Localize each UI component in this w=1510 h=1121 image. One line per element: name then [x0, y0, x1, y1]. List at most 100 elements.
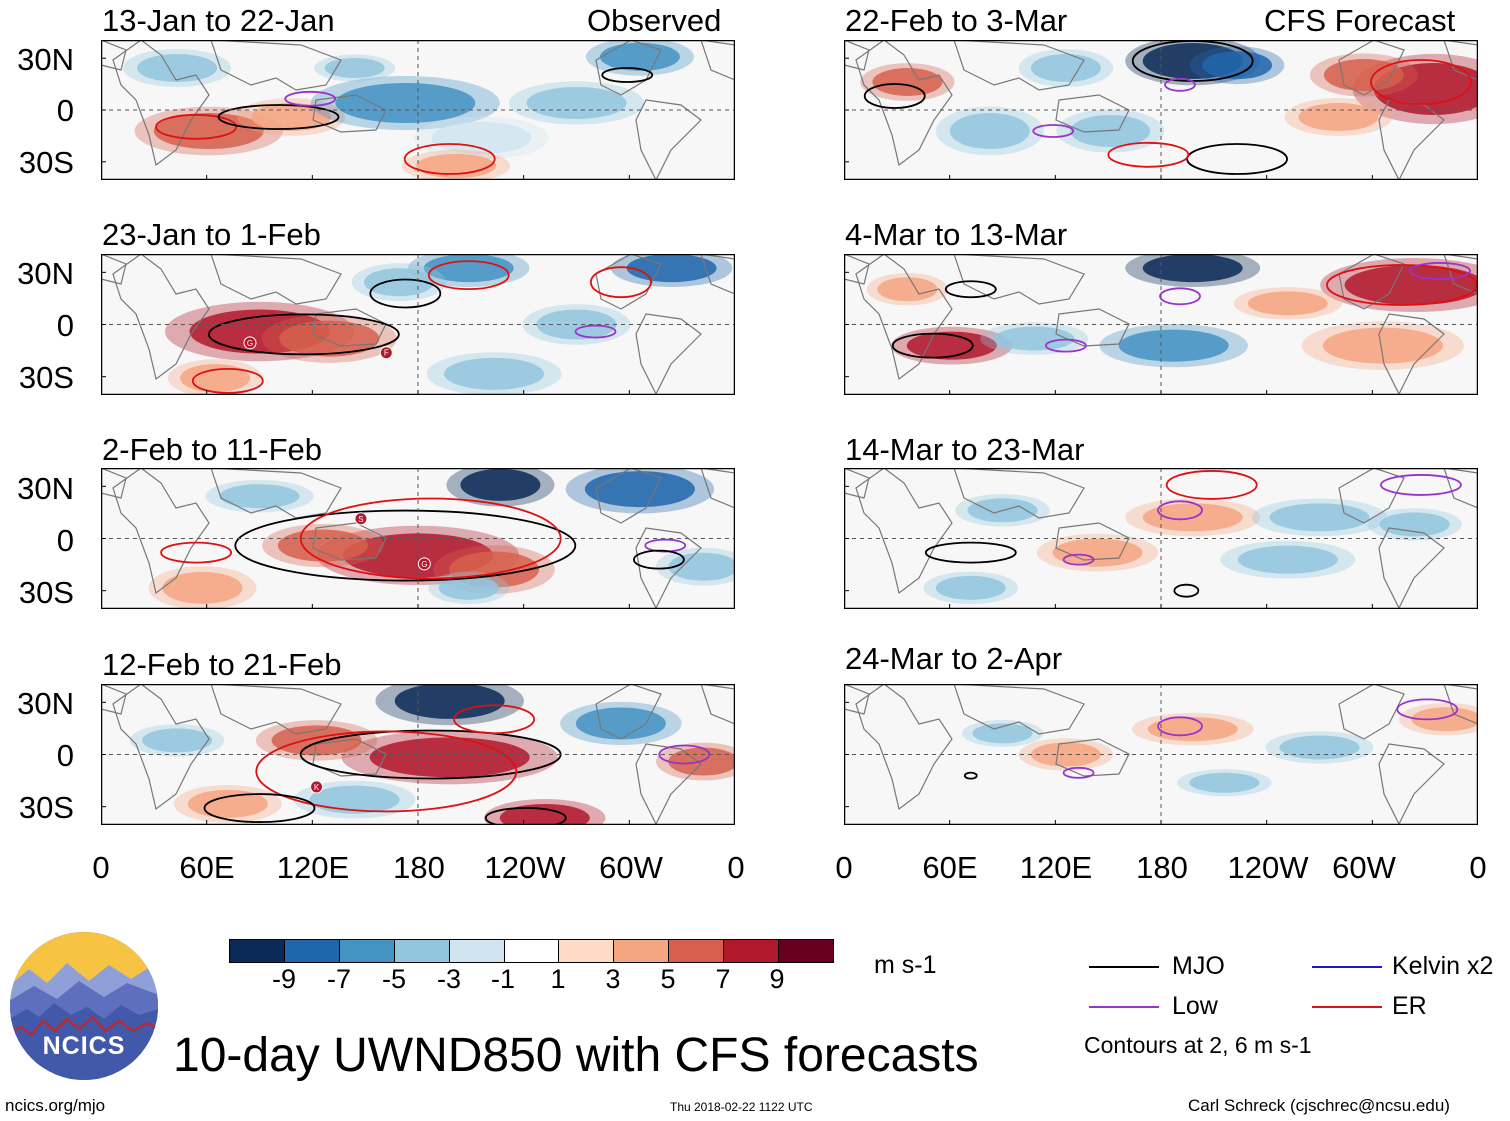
mjo-contour	[484, 807, 567, 825]
coastline	[635, 99, 702, 180]
coastline	[855, 468, 953, 595]
colorbar-label: -1	[490, 964, 515, 994]
lon-label-0: 0	[92, 850, 110, 885]
colorbar-label: -5	[381, 964, 406, 994]
anomaly-blob	[1233, 287, 1342, 320]
colorbar-label: -7	[326, 964, 351, 994]
colorbar-label: 1	[550, 964, 566, 994]
coastline	[953, 684, 1085, 735]
lat-label-0: 0	[56, 308, 74, 343]
colorbar-swatch	[613, 940, 669, 962]
anomaly-blob	[167, 359, 263, 395]
er-contour	[160, 541, 232, 564]
colorbar-label: 5	[660, 964, 676, 994]
storm-marker: G	[243, 336, 257, 350]
map-panel-obs2: GF	[101, 254, 735, 395]
coastline	[1055, 94, 1130, 133]
lon-label-180: 180	[393, 850, 445, 885]
lon-label-120e: 120E	[276, 850, 350, 885]
lat-label-30s: 30S	[18, 145, 74, 180]
panel-title-fc4: 24-Mar to 2-Apr	[845, 641, 1063, 676]
coastline	[855, 684, 953, 811]
coastline	[1443, 468, 1478, 509]
legend-mjo-label: MJO	[1172, 952, 1225, 980]
coastline	[101, 254, 127, 285]
er-contour	[191, 368, 264, 394]
mjo-contour	[207, 313, 400, 356]
coastline	[1378, 743, 1445, 825]
coastline	[312, 308, 387, 347]
legend-kelvin-line	[1312, 966, 1382, 968]
colorbar-label: 3	[605, 964, 621, 994]
coastline	[112, 40, 210, 167]
storm-marker: K	[310, 780, 324, 794]
anomaly-blob	[310, 76, 500, 130]
colorbar-swatch	[448, 940, 504, 962]
lat-label-30n: 30N	[17, 42, 74, 77]
coastline	[101, 684, 127, 715]
coastline	[595, 684, 662, 740]
legend-er-line	[1312, 1006, 1382, 1008]
footer-timestamp: Thu 2018-02-22 1122 UTC	[670, 1100, 813, 1114]
anomaly-blob	[656, 547, 735, 586]
coastline	[1055, 738, 1130, 777]
colorbar-swatch	[338, 940, 394, 962]
anomaly-blob	[255, 720, 378, 761]
lon-label-60e: 60E	[179, 850, 235, 885]
colorbar-label: -3	[436, 964, 461, 994]
lon-label-120e: 120E	[1019, 850, 1093, 885]
anomaly-blob	[935, 106, 1044, 156]
ncics-logo[interactable]: NCICS	[9, 931, 159, 1081]
low-contour	[1157, 500, 1203, 521]
low-contour	[1157, 716, 1203, 737]
legend-contours-note: Contours at 2, 6 m s-1	[1084, 1032, 1312, 1058]
map-panel-fc4	[844, 684, 1478, 825]
lat-label-30s: 30S	[18, 790, 74, 825]
coastline	[700, 40, 735, 81]
anomaly-blob	[610, 254, 733, 287]
map-panel-obs1	[101, 40, 735, 180]
anomaly-blob	[1131, 712, 1254, 746]
anomaly-blob	[314, 54, 396, 82]
colorbar-swatch	[558, 940, 614, 962]
anomaly-blob	[446, 468, 555, 507]
coastline	[635, 527, 702, 609]
coastline	[700, 254, 735, 295]
low-contour	[1062, 553, 1095, 566]
coastline	[953, 40, 1085, 91]
panel-title-obs2: 23-Jan to 1-Feb	[102, 217, 321, 252]
coastline	[844, 684, 870, 715]
anomaly-blob	[1018, 49, 1114, 87]
er-contour	[1370, 59, 1472, 105]
coastline	[312, 94, 387, 133]
er-contour	[155, 113, 237, 140]
coastline	[700, 468, 735, 509]
mjo-contour	[217, 104, 340, 130]
anomaly-blob	[866, 273, 948, 306]
coastline	[953, 254, 1085, 305]
lat-label-30n: 30N	[17, 256, 74, 291]
coastline	[112, 254, 210, 381]
mjo-contour	[944, 280, 997, 299]
anomaly-blob	[1036, 533, 1159, 572]
colorbar-units: m s-1	[874, 951, 937, 979]
colorbar-swatch	[778, 940, 833, 962]
storm-marker-letter: F	[384, 349, 389, 358]
footer-url[interactable]: ncics.org/mjo	[5, 1096, 106, 1115]
lon-label-0: 0	[727, 850, 745, 885]
storm-marker: G	[417, 557, 431, 571]
colorbar-swatch	[283, 940, 339, 962]
anomaly-blob	[375, 684, 524, 726]
anomaly-blob	[980, 322, 1089, 355]
mjo-contour	[924, 541, 1017, 564]
anomaly-blob	[293, 780, 416, 819]
lon-label-60e: 60E	[922, 850, 978, 885]
anomaly-blob	[1320, 258, 1478, 313]
lon-label-0: 0	[835, 850, 853, 885]
anomaly-blob	[1099, 324, 1248, 368]
coastline	[210, 40, 342, 91]
legend-kelvin-label: Kelvin x2	[1392, 952, 1494, 980]
anomaly-blob	[1367, 508, 1462, 541]
colorbar-label: 7	[715, 964, 731, 994]
mjo-contour	[203, 793, 316, 823]
